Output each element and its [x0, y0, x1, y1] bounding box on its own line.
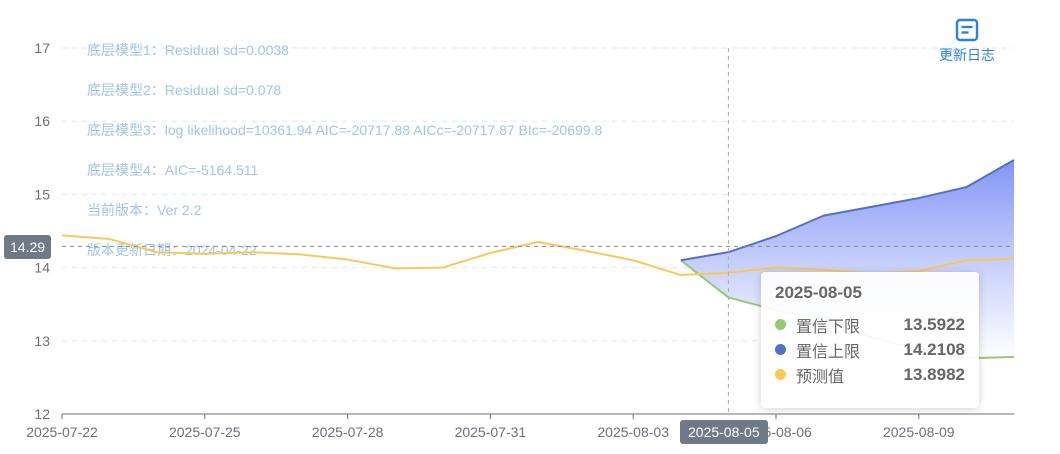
y-tick-label: 12 — [34, 406, 50, 422]
series-color-dot — [775, 319, 786, 330]
update-log-label: 更新日志 — [939, 47, 995, 63]
x-tick-label: 2025-08-03 — [597, 424, 669, 440]
model-info-line: 版本更新日期：2024-04-22 — [87, 242, 257, 258]
y-tick-label: 13 — [34, 333, 50, 349]
tooltip-series-name: 置信上限 — [796, 343, 861, 361]
tooltip-title: 2025-08-05 — [775, 283, 862, 302]
tooltip: 2025-08-05 置信下限 13.5922 置信上限 14.2108 预测值… — [761, 272, 979, 408]
model-info-line: 底层模型1：Residual sd=0.0038 — [87, 42, 289, 58]
model-info-line: 底层模型3：log likelihood=10361.94 AIC=-20717… — [87, 122, 602, 138]
x-tick-label: 2025-07-22 — [26, 424, 98, 440]
y-tick-label: 14 — [34, 260, 50, 276]
x-tick-label: 2025-07-25 — [169, 424, 241, 440]
y-axis-pointer-label: 14.29 — [4, 235, 52, 259]
tooltip-series-value: 13.8982 — [903, 364, 965, 384]
crosshair — [62, 48, 1014, 414]
update-log-button[interactable]: 更新日志 — [930, 18, 1004, 65]
tooltip-row: 置信上限 14.2108 — [775, 337, 965, 362]
model-info-line: 当前版本：Ver 2.2 — [87, 202, 202, 218]
tooltip-series-value: 14.2108 — [903, 339, 965, 359]
y-tick-label: 17 — [34, 40, 50, 56]
tooltip-series-name: 预测值 — [796, 368, 845, 386]
tooltip-series-name: 置信下限 — [796, 318, 861, 336]
model-info-line: 底层模型4：AIC=-5164.511 — [87, 162, 259, 178]
x-tick-label: 2025-07-28 — [312, 424, 384, 440]
x-tick-label: 2025-07-31 — [455, 424, 527, 440]
series-color-dot — [775, 369, 786, 380]
series-color-dot — [775, 344, 786, 355]
series-line — [680, 159, 1015, 262]
y-tick-label: 16 — [34, 113, 50, 129]
y-tick-label: 15 — [34, 186, 50, 202]
tooltip-row: 置信下限 13.5922 — [775, 312, 965, 337]
tooltip-series-value: 13.5922 — [903, 314, 965, 334]
x-axis-pointer-label: 2025-08-05 — [680, 420, 768, 444]
tooltip-row: 预测值 13.8982 — [775, 362, 965, 387]
x-tick-label: 2025-08-09 — [883, 424, 955, 440]
model-info-line: 底层模型2：Residual sd=0.078 — [87, 82, 281, 98]
model-info-block: 底层模型1：Residual sd=0.0038 底层模型2：Residual s… — [87, 42, 602, 258]
document-list-icon — [955, 18, 979, 42]
axes: 12 13 14 15 16 17 2025-07-22 2025-07-25 2025-07-… — [26, 40, 1014, 440]
